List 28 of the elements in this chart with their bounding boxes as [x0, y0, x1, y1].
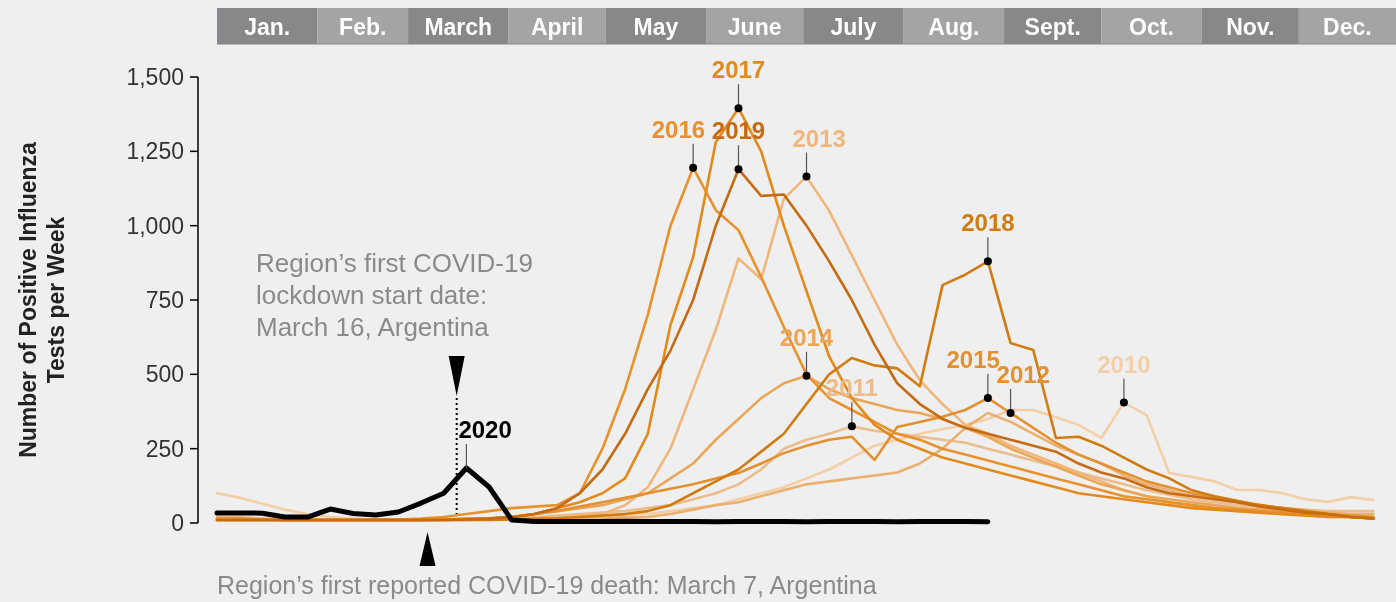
x-tick-label: Oct. [1129, 14, 1174, 40]
x-tick-label: June [727, 14, 782, 40]
x-tick-label: Dec. [1323, 14, 1372, 40]
x-tick-label: April [530, 14, 584, 40]
y-tick-label: 500 [145, 361, 184, 388]
x-tick-label: Jan. [244, 14, 291, 40]
annotation: 2016 [651, 115, 706, 143]
y-tick-label: 250 [145, 435, 184, 462]
y-tick-label: 1,500 [126, 64, 184, 90]
annotation: 2010 [1097, 350, 1151, 378]
x-tick-label: Sept. [1024, 14, 1081, 40]
annotation: Region’s first reported COVID-19 death: March 7, Argentina [217, 571, 877, 599]
x-tick-label: May [633, 14, 679, 40]
y-tick-label: 1,250 [126, 138, 184, 165]
y-axis-title: Number of Positive Influenza Tests per Week [15, 141, 69, 458]
x-tick-label: Feb. [339, 14, 387, 40]
annotation: 2018 [961, 209, 1015, 237]
x-tick-label: Nov. [1226, 14, 1275, 40]
annotation: 2017 [711, 56, 766, 84]
x-tick-label: March [424, 14, 493, 40]
ref-line-label: Region’s first COVID-19 lockdown start date: March 16, Argentina [256, 248, 533, 342]
y-tick-label: 750 [145, 287, 184, 313]
annotation: 2020 [458, 415, 512, 443]
x-tick-label: Aug. [928, 14, 980, 40]
annotation: 2013 [792, 124, 846, 152]
x-tick-label: July [830, 14, 877, 40]
y-tick-label: 1,000 [126, 212, 184, 239]
y-tick-label: 0 [171, 510, 184, 536]
